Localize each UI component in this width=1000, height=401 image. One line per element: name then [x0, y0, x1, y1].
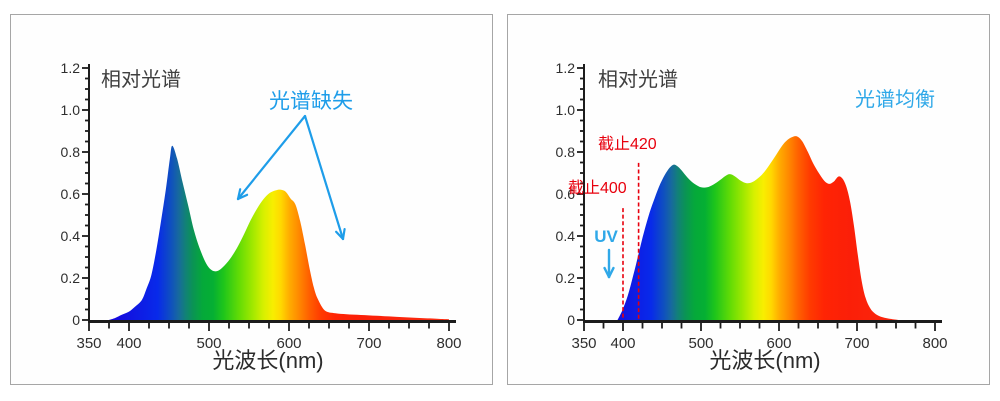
missing-arrow-1-head	[236, 193, 249, 201]
y-tick-label: 0.6	[556, 186, 576, 202]
panel-led-spectrum-missing: 0 0.2 0.4 0.6 0.8 1.0 1.2 350 400 500 600 700 800 相对光…	[10, 14, 493, 385]
spectrum-area-led-spectrum-missing	[109, 145, 449, 320]
y-tick-label: 0.2	[61, 270, 81, 286]
y-tick-label: 0	[567, 312, 575, 328]
x-tick-label: 600	[276, 335, 301, 352]
y-tick-label: 1.2	[61, 60, 81, 76]
missing-arrow-2	[303, 114, 345, 241]
x-axis-label: 光波长(nm)	[709, 348, 820, 373]
x-tick-label: 400	[116, 335, 141, 352]
x-tick-label: 350	[571, 335, 596, 352]
uv-arrow-head	[607, 266, 615, 279]
spectrum-chart-led-spectrum-missing: 0 0.2 0.4 0.6 0.8 1.0 1.2 350 400 500 600 700 800 相对光…	[61, 60, 462, 373]
x-tick-label: 700	[356, 335, 381, 352]
annotation-cutoff-420: 截止420	[598, 135, 657, 153]
x-tick-label: 500	[196, 335, 221, 352]
x-tick-label: 600	[766, 335, 791, 352]
chart-title: 相对光谱	[101, 68, 181, 91]
spectrum-area-full-spectrum-balanced	[617, 136, 899, 320]
y-tick-label: 0.4	[556, 228, 576, 244]
x-tick-label: 700	[844, 335, 869, 352]
y-tick-label: 0.6	[61, 186, 81, 202]
missing-arrow-1	[236, 114, 307, 201]
y-tick-label: 1.2	[556, 60, 576, 76]
y-tick-label: 1.0	[556, 102, 576, 118]
y-tick-label: 0	[72, 312, 80, 328]
y-tick-label: 0.4	[61, 228, 81, 244]
x-axis-label: 光波长(nm)	[212, 348, 323, 373]
x-tick-label: 400	[610, 335, 635, 352]
y-tick-label: 0.8	[61, 144, 81, 160]
chart-title: 相对光谱	[598, 68, 678, 91]
y-tick-label: 0.8	[556, 144, 576, 160]
annotation-uv: UV	[594, 227, 618, 246]
annotation-cutoff-400: 截止400	[568, 179, 627, 197]
missing-arrow-2-head	[335, 230, 345, 241]
y-tick-label: 1.0	[61, 102, 81, 118]
missing-arrow-2-head	[341, 228, 346, 241]
x-tick-label: 500	[688, 335, 713, 352]
y-tick-label: 0.2	[556, 270, 576, 286]
annotation-spectrum-balanced: 光谱均衡	[855, 88, 935, 111]
spectrum-chart-full-spectrum-balanced: 0 0.2 0.4 0.6 0.8 1.0 1.2 350 400 500 600 700 800 相对光…	[556, 60, 948, 373]
panel-full-spectrum-balanced: 0 0.2 0.4 0.6 0.8 1.0 1.2 350 400 500 600 700 800 相对光…	[507, 14, 990, 385]
x-tick-label: 350	[76, 335, 101, 352]
x-tick-label: 800	[436, 335, 461, 352]
annotation-spectrum-missing: 光谱缺失	[269, 90, 353, 113]
missing-arrow-1-head	[236, 188, 242, 201]
x-tick-label: 800	[922, 335, 947, 352]
uv-arrow-head	[603, 266, 611, 279]
